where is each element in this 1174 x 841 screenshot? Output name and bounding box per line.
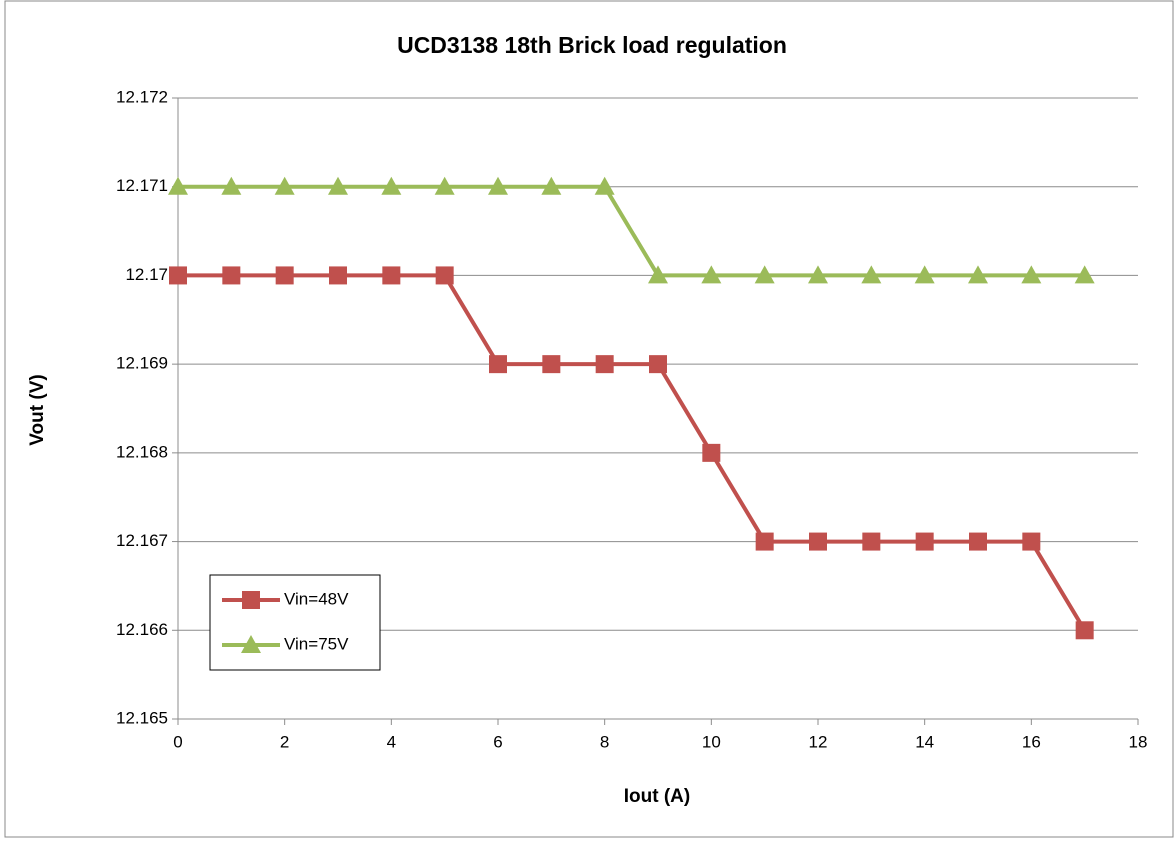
- x-tick-label: 6: [493, 732, 502, 751]
- square-marker: [1075, 621, 1094, 640]
- triangle-marker: [914, 265, 935, 284]
- x-tick-label: 2: [280, 732, 289, 751]
- triangle-marker: [1021, 265, 1042, 284]
- triangle-marker: [648, 265, 668, 284]
- x-tick-label: 8: [600, 732, 609, 751]
- x-tick-label: 14: [915, 732, 934, 751]
- square-marker: [755, 532, 774, 551]
- triangle-marker: [754, 265, 775, 284]
- x-tick-label: 16: [1022, 732, 1041, 751]
- legend-label: Vin=48V: [284, 589, 349, 608]
- legend-label: Vin=75V: [284, 634, 349, 653]
- chart-title: UCD3138 18th Brick load regulation: [397, 32, 787, 58]
- series-line: [178, 184, 1085, 278]
- square-marker: [649, 355, 667, 374]
- x-axis-label: Iout (A): [624, 786, 690, 807]
- triangle-marker: [541, 176, 562, 195]
- x-tick-label: 10: [702, 732, 721, 751]
- triangle-marker: [968, 265, 988, 284]
- triangle-marker: [168, 176, 188, 195]
- triangle-marker: [861, 265, 882, 284]
- triangle-marker: [701, 265, 722, 284]
- square-marker: [222, 266, 241, 285]
- triangle-marker: [808, 265, 828, 284]
- y-tick-label: 12.169: [116, 354, 168, 373]
- square-marker: [382, 266, 401, 285]
- triangle-marker: [274, 176, 295, 195]
- square-marker: [809, 532, 827, 551]
- square-marker: [915, 532, 934, 551]
- y-tick-label: 12.166: [116, 620, 168, 639]
- square-marker: [595, 355, 614, 374]
- legend-box: [209, 574, 381, 671]
- y-tick-label: 12.165: [116, 708, 168, 727]
- x-tick-label: 0: [173, 732, 182, 751]
- triangle-marker: [381, 176, 402, 195]
- legend-marker: [241, 635, 261, 653]
- x-tick-label: 18: [1129, 732, 1148, 751]
- triangle-marker: [221, 176, 242, 195]
- y-tick-label: 12.171: [116, 176, 168, 195]
- square-marker: [862, 532, 881, 551]
- x-tick-label: 12: [809, 732, 828, 751]
- square-marker: [702, 443, 721, 462]
- square-marker: [969, 532, 987, 551]
- square-marker: [435, 266, 454, 285]
- triangle-marker: [488, 176, 508, 195]
- y-tick-label: 12.172: [116, 87, 168, 106]
- square-marker: [275, 266, 294, 285]
- triangle-marker: [1074, 265, 1095, 284]
- y-axis-label: Vout (V): [27, 374, 48, 445]
- triangle-marker: [434, 176, 455, 195]
- y-tick-label: 12.167: [116, 531, 168, 550]
- square-marker: [542, 355, 561, 374]
- y-tick-label: 12.17: [125, 265, 168, 284]
- square-marker: [489, 355, 507, 374]
- triangle-marker: [594, 176, 615, 195]
- x-tick-label: 4: [387, 732, 396, 751]
- square-marker: [169, 266, 187, 285]
- chart-frame: [4, 0, 1174, 838]
- square-marker: [1022, 532, 1041, 551]
- legend-marker: [242, 591, 260, 609]
- square-marker: [329, 266, 347, 285]
- triangle-marker: [328, 176, 348, 195]
- y-tick-label: 12.168: [116, 442, 168, 461]
